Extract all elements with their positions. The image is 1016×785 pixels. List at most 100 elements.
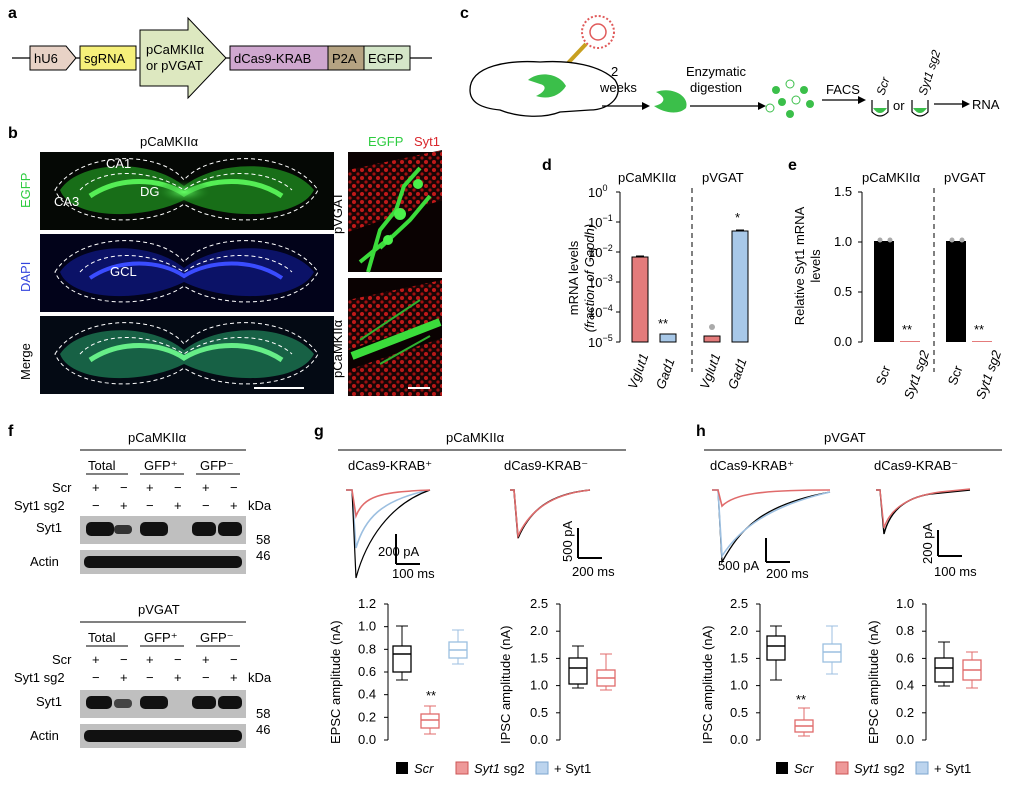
h-box2-axis: 1.0 0.8 0.6 0.4 0.2 0.0 (896, 596, 927, 747)
f-top-sg2-label: Syt1 sg2 (14, 498, 65, 513)
box-ytick: 0.8 (896, 623, 914, 638)
h-ylabel-2: EPSC amplitude (nA) (866, 620, 881, 744)
e-ylabel-2: levels (808, 249, 823, 283)
f-bottom-46: 46 (256, 722, 270, 737)
svg-text:+: + (202, 480, 210, 495)
e-bar-camk-sg2 (900, 341, 920, 342)
e-sig-2: ** (974, 322, 984, 337)
svg-text:−: − (146, 670, 154, 685)
g-traces-right (510, 489, 591, 540)
g-traces-left (346, 489, 431, 579)
panel-label-f: f (8, 423, 14, 440)
g-box2-axis: 2.5 2.0 1.5 1.0 0.5 0.0 (530, 596, 561, 747)
brain-icon (469, 60, 619, 117)
legend-scr-label: Scr (414, 761, 434, 776)
legend-rescue-label: + Syt1 (554, 761, 591, 776)
panel-b: b pCaMKIIα EGFP DAPI Merge CA1 CA3 DG GC… (8, 125, 442, 396)
f-top-scr-label: Scr (52, 480, 72, 495)
panel-b-title: pCaMKIIα (140, 134, 199, 149)
svg-text:+ Syt1: + Syt1 (934, 761, 971, 776)
f-title-vgat: pVGAT (138, 602, 180, 617)
svg-text:Total: Total (88, 630, 116, 645)
h-traces-left (712, 489, 831, 565)
svg-text:+: + (202, 652, 210, 667)
d-ytick: 10−3 (588, 273, 613, 290)
box-ytick: 1.0 (530, 678, 548, 693)
digest-label-1: Enzymatic (686, 64, 746, 79)
panel-g: g pCaMKIIα dCas9-KRAB⁺ dCas9-KRAB⁻ 200 p… (314, 423, 626, 747)
virus-icon (581, 15, 615, 49)
image-dapi: GCL (40, 234, 334, 312)
box-ytick: 1.0 (358, 619, 376, 634)
or-label: or (893, 98, 905, 113)
box-ytick: 0.5 (530, 705, 548, 720)
svg-text:−: − (174, 480, 182, 495)
svg-text:−: − (120, 652, 128, 667)
h-boxplot-ipsc (766, 625, 842, 737)
row-label-dapi: DAPI (18, 262, 33, 292)
svg-text:Total: Total (88, 458, 116, 473)
panel-label-a: a (8, 5, 17, 22)
h-scalebar-y2: 200 pA (920, 522, 935, 564)
h-ylabel-1: IPSC amplitude (nA) (700, 626, 715, 745)
dissociated-cells-icon (765, 79, 814, 118)
right-syt1-label: Syt1 (414, 134, 440, 149)
d-sig-2: * (735, 210, 740, 225)
f-title-camk: pCaMKIIα (128, 430, 187, 445)
d-ytick: 10−5 (588, 333, 613, 350)
d-xlabels: Vglut1 Gad1 Vglut1 Gad1 (625, 351, 750, 391)
image-pcamk-syt1 (348, 278, 442, 396)
legend-g: Scr Syt1 sg2 + Syt1 (396, 761, 591, 776)
h-right-header: dCas9-KRAB⁻ (874, 458, 958, 473)
tube-sg2-label: Syt1 sg2 (916, 48, 944, 97)
d-sig-1: ** (658, 316, 668, 331)
box-ytick: 0.8 (358, 641, 376, 656)
panel-label-e: e (788, 157, 797, 174)
promoter-label-1: pCaMKIIα (146, 42, 205, 57)
panel-d: d pCaMKIIα pVGAT mRNA levels (fraction o… (542, 157, 750, 391)
tube-scr-icon (871, 100, 889, 117)
e-header-camk: pCaMKIIα (862, 170, 921, 185)
svg-text:−: − (230, 652, 238, 667)
panel-f: f pCaMKIIα Total GFP⁺ GFP⁻ Scr Syt1 sg2 … (8, 423, 272, 748)
svg-text:Syt1 sg2: Syt1 sg2 (901, 348, 933, 401)
g-boxplot-ipsc (568, 645, 616, 691)
svg-text:Gad1: Gad1 (653, 356, 678, 391)
svg-text:+: + (92, 480, 100, 495)
svg-text:+: + (146, 480, 154, 495)
g-scalebar-x1: 100 ms (392, 566, 435, 581)
svg-text:GFP⁻: GFP⁻ (200, 458, 234, 473)
d-header-camk: pCaMKIIα (618, 170, 677, 185)
panel-a: a hU6 sgRNA pCaMKIIα or pVGAT dCas9-KRAB… (8, 5, 432, 100)
g-left-header: dCas9-KRAB⁺ (348, 458, 432, 473)
digest-label-2: digestion (690, 80, 742, 95)
box-ytick: 2.0 (730, 623, 748, 638)
ca3-label: CA3 (54, 194, 79, 209)
g-boxplot-epsc (392, 625, 468, 735)
svg-text:0.5: 0.5 (834, 284, 852, 299)
svg-text:−: − (174, 652, 182, 667)
svg-text:Scr: Scr (873, 363, 894, 387)
d-ytick: 10−1 (588, 213, 613, 230)
g-ylabel-1: EPSC amplitude (nA) (328, 620, 343, 744)
f-top-signs: + − − + + − − + + − − + (92, 480, 238, 513)
e-sig-1: ** (902, 322, 912, 337)
d-ytick: 10−2 (588, 243, 613, 260)
box-ytick: 0.0 (730, 732, 748, 747)
box-ytick: 1.5 (530, 650, 548, 665)
d-ylabel-2: (fraction of Gapdh) (582, 224, 597, 332)
f-top-columns: Total GFP⁺ GFP⁻ (88, 458, 234, 473)
e-yticks: 1.5 1.0 0.5 0.0 (834, 184, 862, 349)
box-ytick: 0.0 (530, 732, 548, 747)
hU6-element (29, 45, 77, 71)
f-top-46: 46 (256, 548, 270, 563)
legend-rescue-swatch (535, 761, 549, 775)
d-ylabel-1: mRNA levels (566, 240, 581, 315)
svg-text:+: + (120, 670, 128, 685)
box-ytick: 2.5 (530, 596, 548, 611)
svg-text:Vglut1: Vglut1 (697, 351, 724, 391)
tube-scr-label: Scr (874, 75, 893, 97)
row-label-merge: Merge (18, 343, 33, 380)
gcl-label: GCL (110, 264, 137, 279)
svg-text:Vglut1: Vglut1 (625, 351, 652, 391)
